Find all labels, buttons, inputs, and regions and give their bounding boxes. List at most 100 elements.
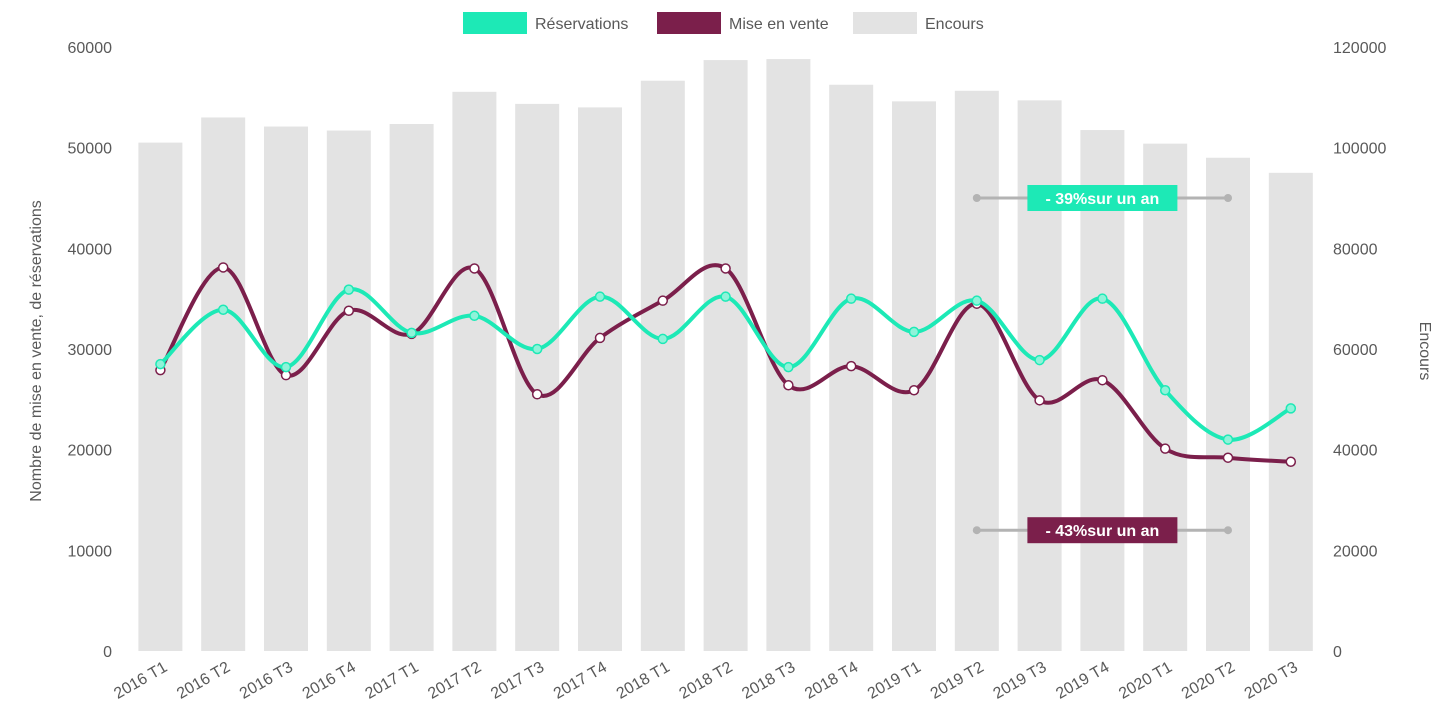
x-tick-label: 2018 T3	[739, 659, 798, 703]
encours-bars	[138, 59, 1313, 652]
legend: Réservations Mise en vente Encours	[463, 12, 984, 34]
reservations-point	[1034, 354, 1045, 366]
reservations-point	[594, 291, 606, 302]
reservations-point	[908, 326, 920, 338]
reservations-point	[280, 361, 292, 373]
left-tick-label: 10000	[68, 543, 113, 560]
reservations-point	[469, 310, 480, 322]
encours-bar	[703, 60, 748, 651]
x-tick-label: 2017 T2	[425, 659, 484, 703]
encours-bar	[452, 91, 497, 651]
reservations-point	[720, 291, 731, 302]
encours-bar	[264, 126, 308, 651]
encours-bar	[640, 80, 685, 652]
left-tick-label: 30000	[68, 342, 113, 359]
encours-bar	[1143, 143, 1188, 651]
reservations-point	[1159, 385, 1171, 396]
right-axis-ticks: 0 20000 40000 60000 80000 100000 120000	[1333, 40, 1386, 661]
mise-en-vente-point	[1285, 456, 1297, 467]
encours-bar	[1017, 100, 1062, 651]
right-tick-label: 120000	[1333, 40, 1386, 57]
left-tick-label: 20000	[68, 443, 113, 460]
mise-en-vente-point	[908, 385, 920, 396]
encours-bar	[326, 130, 371, 651]
callout-dot	[1224, 526, 1232, 535]
x-tick-label: 2018 T4	[802, 659, 861, 703]
x-tick-label: 2018 T2	[677, 659, 736, 703]
encours-bar	[138, 142, 183, 651]
legend-swatch-encours	[853, 12, 917, 34]
mise-en-vente-point	[657, 295, 669, 306]
mise-en-vente-point	[1034, 395, 1045, 406]
mise-en-vente-point	[1222, 452, 1234, 463]
legend-label-encours: Encours	[925, 16, 984, 33]
x-tick-label: 2019 T3	[991, 659, 1050, 703]
mise-en-vente-point	[217, 262, 229, 273]
reservations-point	[971, 295, 983, 306]
mise-en-vente-point	[783, 379, 794, 391]
encours-bar	[515, 103, 560, 652]
right-tick-label: 80000	[1333, 241, 1378, 258]
mise-en-vente-point	[1159, 443, 1171, 454]
x-tick-label: 2020 T3	[1242, 659, 1301, 703]
mise-en-vente-point	[720, 263, 731, 274]
x-tick-label: 2016 T1	[111, 659, 170, 703]
reservations-point	[657, 333, 669, 345]
encours-bar	[389, 124, 434, 651]
legend-label-reservations: Réservations	[535, 16, 628, 33]
mise-en-vente-point	[343, 305, 355, 316]
right-tick-label: 60000	[1333, 342, 1378, 359]
callout-box	[1027, 517, 1178, 544]
x-tick-label: 2019 T2	[928, 659, 987, 703]
callouts: - 39%sur un an - 43%sur un an	[972, 185, 1232, 544]
legend-swatch-mise-en-vente	[657, 12, 721, 34]
mise-en-vente-line	[158, 263, 1291, 464]
reservations-point	[1285, 403, 1297, 414]
left-tick-label: 40000	[68, 241, 113, 258]
encours-bar	[201, 117, 246, 651]
legend-label-mise-en-vente: Mise en vente	[729, 16, 829, 33]
callout-dot	[972, 526, 981, 535]
x-tick-label: 2017 T4	[551, 659, 610, 703]
callout-box	[1027, 185, 1178, 211]
right-tick-label: 40000	[1333, 443, 1378, 460]
reservations-point	[343, 284, 355, 295]
left-tick-label: 0	[103, 644, 112, 661]
x-axis-ticks: 2016 T1 2016 T2 2016 T3 2016 T4 2017 T1 2017 …	[111, 659, 1301, 703]
left-tick-label: 60000	[68, 40, 113, 57]
reservations-point	[1097, 293, 1108, 304]
callout-dot	[1224, 194, 1232, 202]
right-tick-label: 100000	[1333, 141, 1386, 158]
reservations-point	[217, 304, 229, 315]
x-tick-label: 2019 T4	[1053, 659, 1112, 703]
reservations-point	[845, 293, 857, 304]
callout-dot	[972, 194, 981, 202]
callout-text: - 43%sur un an	[1045, 523, 1159, 540]
x-tick-label: 2019 T1	[865, 659, 924, 703]
left-axis-ticks: 0 10000 20000 30000 40000 50000 60000	[68, 40, 113, 661]
x-tick-label: 2018 T1	[614, 659, 673, 703]
mise-en-vente-point	[594, 332, 606, 344]
legend-swatch-reservations	[463, 12, 527, 34]
x-tick-label: 2017 T1	[363, 659, 422, 703]
x-tick-label: 2016 T2	[174, 659, 233, 703]
x-tick-label: 2017 T3	[488, 659, 547, 703]
mise-en-vente-point	[531, 389, 543, 400]
x-tick-label: 2020 T2	[1179, 659, 1238, 703]
encours-bar	[954, 90, 999, 652]
right-tick-label: 20000	[1333, 543, 1378, 560]
mise-en-vente-point	[469, 263, 480, 274]
y2-axis-title: Encours	[1416, 322, 1433, 381]
mise-en-vente-point	[845, 360, 857, 372]
reservations-point	[783, 361, 794, 373]
reservations-point	[1222, 434, 1234, 445]
left-tick-label: 50000	[68, 141, 113, 158]
y-axis-title: Nombre de mise en vente, de réservations	[28, 200, 45, 501]
x-tick-label: 2016 T4	[300, 659, 359, 703]
x-tick-label: 2020 T1	[1116, 659, 1175, 703]
series-lines	[155, 262, 1297, 467]
encours-bar	[578, 107, 622, 651]
callout-text: - 39%sur un an	[1045, 191, 1159, 208]
reservations-point	[531, 343, 543, 355]
